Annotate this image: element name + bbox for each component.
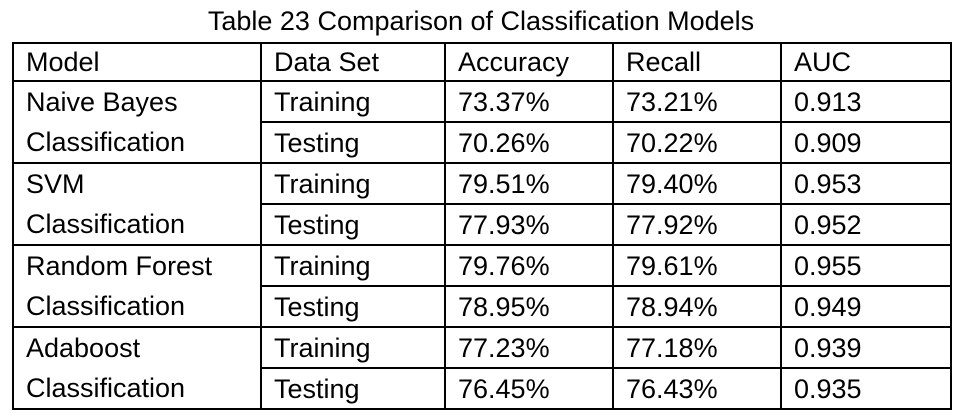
- table-row: Testing 78.95% 78.94% 0.949: [13, 285, 952, 328]
- model-type: Classification: [26, 291, 186, 321]
- header-recall: Recall: [612, 42, 782, 82]
- data-set-cell: Training: [260, 162, 446, 205]
- table-row: SVM Classification Training 79.51% 79.40…: [12, 162, 952, 246]
- model-cell-naive-bayes: Naive Bayes Classification: [12, 80, 262, 164]
- data-set-cell: Training: [260, 80, 446, 123]
- table-row: Testing 77.93% 77.92% 0.952: [13, 203, 952, 246]
- header-auc: AUC: [780, 42, 952, 82]
- recall-cell: 79.40%: [612, 162, 782, 205]
- data-set-cell: Training: [260, 244, 446, 287]
- model-name: Random Forest: [26, 251, 213, 281]
- recall-cell: 76.43%: [612, 367, 782, 410]
- accuracy-cell: 78.95%: [444, 285, 614, 328]
- recall-cell: 77.18%: [612, 326, 782, 369]
- accuracy-cell: 77.23%: [444, 326, 614, 369]
- table-row: Testing 76.45% 76.43% 0.935: [13, 367, 952, 410]
- model-type: Classification: [26, 127, 186, 157]
- header-row: Model Data Set Accuracy Recall AUC: [12, 42, 952, 82]
- model-cell-svm: SVM Classification: [12, 162, 262, 246]
- accuracy-cell: 77.93%: [444, 203, 614, 246]
- model-cell-random-forest: Random Forest Classification: [12, 244, 262, 328]
- auc-cell: 0.955: [780, 244, 952, 287]
- data-set-cell: Testing: [260, 367, 446, 410]
- auc-cell: 0.952: [780, 203, 952, 246]
- recall-cell: 73.21%: [612, 80, 782, 123]
- header-model: Model: [12, 42, 262, 82]
- table-row: Testing 70.26% 70.22% 0.909: [13, 121, 952, 164]
- model-name: Adaboost: [26, 333, 141, 363]
- auc-cell: 0.953: [780, 162, 952, 205]
- accuracy-cell: 70.26%: [444, 121, 614, 164]
- model-name: Naive Bayes: [26, 87, 178, 117]
- auc-cell: 0.949: [780, 285, 952, 328]
- recall-cell: 79.61%: [612, 244, 782, 287]
- accuracy-cell: 73.37%: [444, 80, 614, 123]
- table-row: Random Forest Classification Training 79…: [12, 244, 952, 328]
- data-set-cell: Training: [260, 326, 446, 369]
- accuracy-cell: 79.76%: [444, 244, 614, 287]
- auc-cell: 0.939: [780, 326, 952, 369]
- table-caption: Table 23 Comparison of Classification Mo…: [207, 6, 755, 36]
- table-row: Naive Bayes Classification Training 73.3…: [12, 80, 952, 164]
- model-cell-adaboost: Adaboost Classification: [12, 326, 262, 410]
- model-type: Classification: [26, 373, 186, 403]
- accuracy-cell: 76.45%: [444, 367, 614, 410]
- accuracy-cell: 79.51%: [444, 162, 614, 205]
- data-set-cell: Testing: [260, 285, 446, 328]
- model-name: SVM: [26, 169, 85, 199]
- recall-cell: 70.22%: [612, 121, 782, 164]
- auc-cell: 0.909: [780, 121, 952, 164]
- auc-cell: 0.913: [780, 80, 952, 123]
- table-row: Adaboost Classification Training 77.23% …: [12, 326, 952, 410]
- comparison-table: Model Data Set Accuracy Recall AUC Naive…: [12, 42, 952, 410]
- auc-cell: 0.935: [780, 367, 952, 410]
- header-accuracy: Accuracy: [444, 42, 614, 82]
- header-data-set: Data Set: [260, 42, 446, 82]
- recall-cell: 78.94%: [612, 285, 782, 328]
- data-set-cell: Testing: [260, 121, 446, 164]
- data-set-cell: Testing: [260, 203, 446, 246]
- recall-cell: 77.92%: [612, 203, 782, 246]
- model-type: Classification: [26, 209, 186, 239]
